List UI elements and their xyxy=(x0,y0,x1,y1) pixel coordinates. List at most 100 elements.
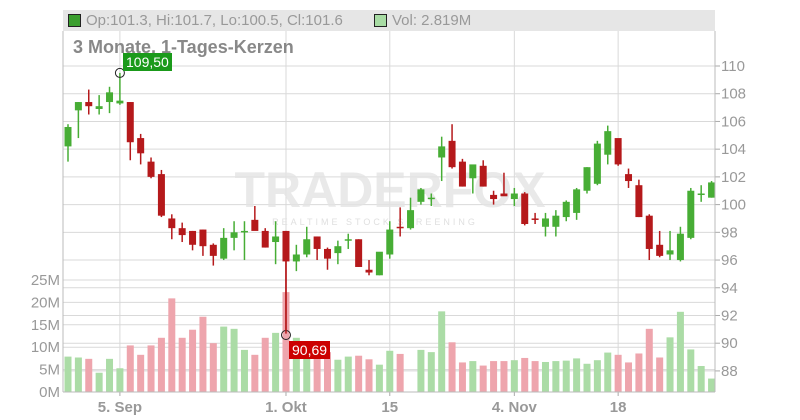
candle-body[interactable] xyxy=(178,228,186,236)
candle-body[interactable] xyxy=(490,194,498,200)
candle-body[interactable] xyxy=(240,230,248,233)
volume-bar[interactable] xyxy=(708,378,716,392)
volume-bar[interactable] xyxy=(573,358,581,392)
volume-bar[interactable] xyxy=(126,345,134,392)
candle-body[interactable] xyxy=(137,138,145,154)
candle-body[interactable] xyxy=(438,146,446,158)
volume-bar[interactable] xyxy=(427,352,435,392)
volume-bar[interactable] xyxy=(676,311,684,392)
volume-bar[interactable] xyxy=(645,328,653,392)
volume-bar[interactable] xyxy=(199,316,207,392)
volume-bar[interactable] xyxy=(209,343,217,392)
candle-body[interactable] xyxy=(64,126,72,147)
candle-body[interactable] xyxy=(272,236,280,243)
volume-bar[interactable] xyxy=(220,326,228,392)
volume-bar[interactable] xyxy=(396,353,404,392)
volume-bar[interactable] xyxy=(458,362,466,392)
candle-body[interactable] xyxy=(448,140,456,168)
volume-bar[interactable] xyxy=(137,354,145,392)
candle-body[interactable] xyxy=(292,254,300,262)
candle-body[interactable] xyxy=(427,197,435,200)
candle-body[interactable] xyxy=(708,182,716,198)
volume-bar[interactable] xyxy=(261,337,269,392)
volume-bar[interactable] xyxy=(490,361,498,392)
volume-bar[interactable] xyxy=(251,354,259,392)
candle-body[interactable] xyxy=(676,233,684,261)
candle-body[interactable] xyxy=(106,92,114,103)
candle-body[interactable] xyxy=(604,131,612,155)
candle-body[interactable] xyxy=(521,193,529,225)
volume-bar[interactable] xyxy=(272,332,280,392)
volume-bar[interactable] xyxy=(386,350,394,392)
volume-bar[interactable] xyxy=(531,361,539,392)
volume-bar[interactable] xyxy=(355,355,363,392)
volume-bar[interactable] xyxy=(604,352,612,392)
volume-bar[interactable] xyxy=(106,358,114,392)
candle-body[interactable] xyxy=(407,210,415,229)
volume-bar[interactable] xyxy=(303,354,311,392)
volume-bar[interactable] xyxy=(521,357,529,392)
candle-body[interactable] xyxy=(230,232,238,238)
volume-bar[interactable] xyxy=(687,349,695,392)
volume-bar[interactable] xyxy=(147,345,155,392)
candle-body[interactable] xyxy=(209,244,217,256)
volume-bar[interactable] xyxy=(448,342,456,392)
candle-body[interactable] xyxy=(126,102,134,143)
candle-body[interactable] xyxy=(583,167,591,191)
volume-bar[interactable] xyxy=(583,363,591,392)
volume-bar[interactable] xyxy=(313,345,321,392)
volume-bar[interactable] xyxy=(625,362,633,392)
candle-body[interactable] xyxy=(324,248,331,259)
candle-body[interactable] xyxy=(313,236,321,249)
volume-bar[interactable] xyxy=(95,372,103,392)
volume-bar[interactable] xyxy=(552,361,560,392)
volume-bar[interactable] xyxy=(168,298,176,392)
candle-body[interactable] xyxy=(552,215,560,227)
volume-bar[interactable] xyxy=(178,337,186,392)
candle-body[interactable] xyxy=(697,193,705,196)
candle-body[interactable] xyxy=(625,174,633,182)
candle-body[interactable] xyxy=(458,161,466,187)
candle-body[interactable] xyxy=(645,215,653,249)
volume-bar[interactable] xyxy=(635,353,643,392)
candle-body[interactable] xyxy=(355,239,363,267)
candle-body[interactable] xyxy=(573,189,581,213)
candle-body[interactable] xyxy=(199,229,207,247)
candle-body[interactable] xyxy=(147,161,155,177)
candle-body[interactable] xyxy=(541,218,549,227)
candle-body[interactable] xyxy=(251,219,259,231)
candle-body[interactable] xyxy=(74,102,82,111)
volume-bar[interactable] xyxy=(469,361,477,392)
volume-bar[interactable] xyxy=(85,358,93,392)
candle-body[interactable] xyxy=(386,229,394,255)
candle-body[interactable] xyxy=(157,174,165,216)
volume-bar[interactable] xyxy=(334,359,342,392)
volume-bar[interactable] xyxy=(510,360,518,392)
volume-bar[interactable] xyxy=(375,364,383,392)
candle-body[interactable] xyxy=(562,201,570,218)
volume-bar[interactable] xyxy=(74,357,82,392)
candle-body[interactable] xyxy=(303,239,311,255)
candle-body[interactable] xyxy=(500,193,508,197)
candle-body[interactable] xyxy=(593,143,601,184)
volume-bar[interactable] xyxy=(666,337,674,392)
volume-bar[interactable] xyxy=(365,359,373,392)
volume-bar[interactable] xyxy=(500,361,508,392)
candle-body[interactable] xyxy=(189,230,197,245)
candle-body[interactable] xyxy=(95,106,103,109)
candle-body[interactable] xyxy=(168,218,176,229)
candle-body[interactable] xyxy=(375,251,383,276)
candle-body[interactable] xyxy=(479,165,487,187)
candle-body[interactable] xyxy=(261,230,269,248)
candle-body[interactable] xyxy=(656,244,664,256)
candle-body[interactable] xyxy=(635,185,643,218)
candle-body[interactable] xyxy=(531,218,539,220)
volume-bar[interactable] xyxy=(656,357,664,392)
candle-body[interactable] xyxy=(396,226,404,229)
volume-bar[interactable] xyxy=(593,360,601,392)
candle-body[interactable] xyxy=(510,193,518,200)
candle-body[interactable] xyxy=(116,100,124,104)
candle-body[interactable] xyxy=(469,164,477,179)
volume-bar[interactable] xyxy=(541,361,549,392)
